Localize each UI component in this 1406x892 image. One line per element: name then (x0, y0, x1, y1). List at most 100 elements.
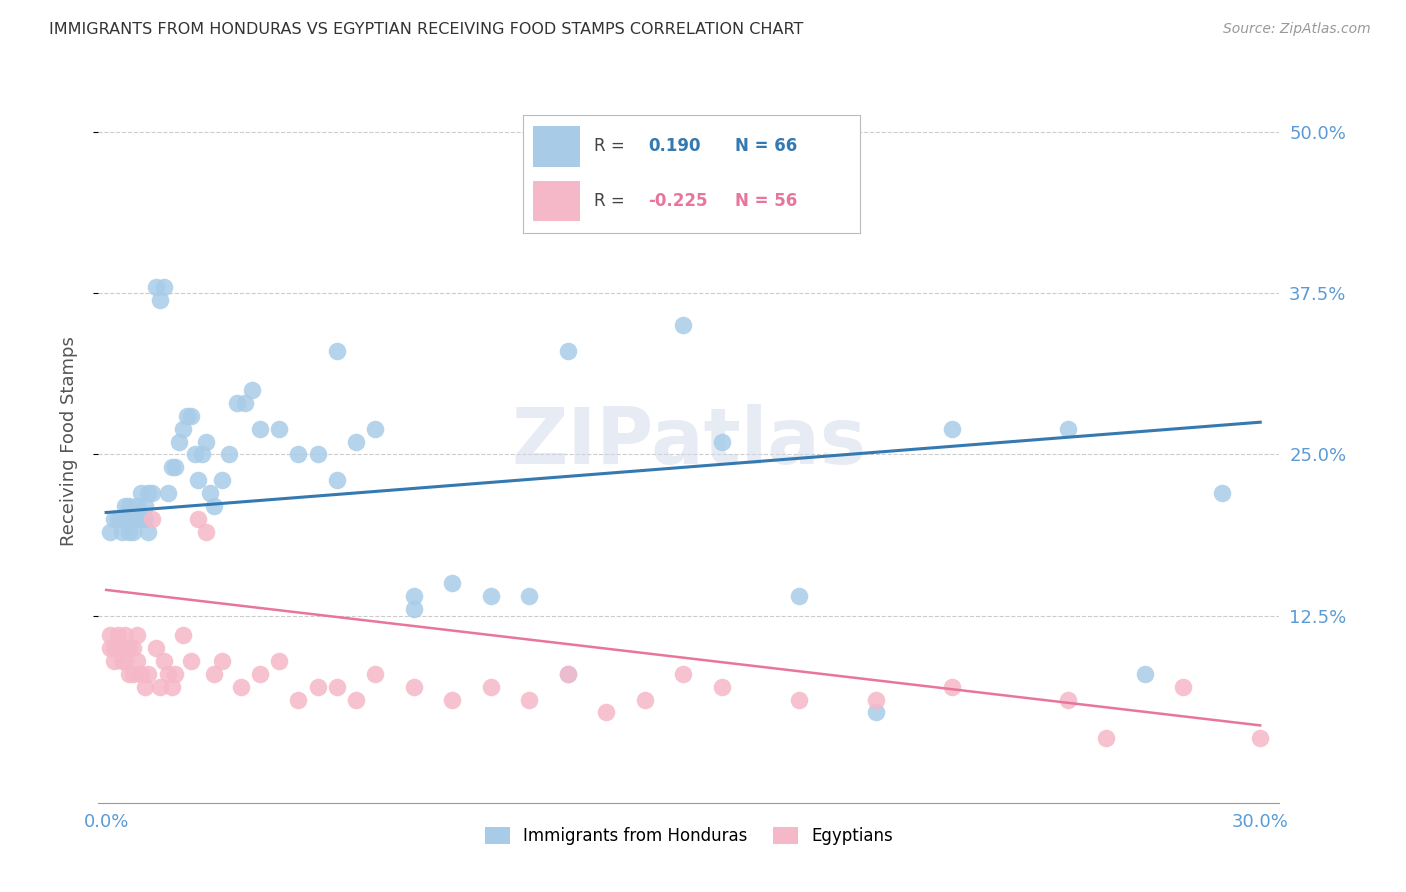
Point (710, 434, 733, 449)
Point (125, 512, 148, 526)
Point (160, 680, 183, 694)
Point (138, 666, 160, 681)
Text: 0.190: 0.190 (648, 137, 700, 155)
Point (141, 512, 163, 526)
Point (138, 486, 160, 500)
Point (344, 692, 367, 706)
Point (110, 640, 132, 655)
Point (517, 590, 540, 604)
Point (107, 512, 129, 526)
Point (114, 654, 136, 668)
Point (517, 692, 540, 706)
Point (156, 486, 179, 500)
Point (129, 486, 152, 500)
Point (402, 680, 425, 694)
Point (787, 692, 810, 706)
Point (122, 524, 145, 539)
Point (160, 460, 183, 475)
Point (941, 680, 963, 694)
Point (865, 706, 887, 720)
Point (218, 447, 240, 461)
Point (402, 590, 425, 604)
Point (153, 654, 176, 668)
Point (557, 666, 579, 681)
Text: R =: R = (593, 192, 624, 210)
Point (183, 447, 205, 461)
Point (402, 602, 425, 616)
Point (165, 666, 187, 681)
Text: -0.225: -0.225 (648, 192, 707, 210)
Point (153, 279, 176, 293)
Point (441, 576, 464, 591)
Point (1057, 422, 1080, 436)
Point (634, 215, 657, 229)
Point (226, 396, 249, 410)
Point (364, 422, 387, 436)
Point (269, 422, 291, 436)
Point (103, 654, 125, 668)
Point (145, 279, 167, 293)
Point (110, 654, 132, 668)
Y-axis label: Receiving Food Stamps: Receiving Food Stamps (59, 336, 77, 547)
Bar (533, 127, 581, 167)
Point (211, 473, 233, 487)
Point (198, 486, 221, 500)
Point (98, 628, 121, 642)
Point (202, 666, 225, 681)
Text: R =: R = (593, 137, 624, 155)
Point (125, 628, 148, 642)
Point (145, 640, 167, 655)
Point (122, 640, 145, 655)
Point (110, 512, 132, 526)
Legend: Immigrants from Honduras, Egyptians: Immigrants from Honduras, Egyptians (485, 827, 893, 845)
Point (129, 512, 152, 526)
Point (710, 680, 733, 694)
Point (557, 344, 579, 359)
Point (180, 409, 202, 423)
Point (118, 524, 141, 539)
Point (114, 499, 136, 513)
Point (326, 680, 349, 694)
Point (1057, 692, 1080, 706)
Text: Source: ZipAtlas.com: Source: ZipAtlas.com (1223, 22, 1371, 37)
Point (672, 666, 695, 681)
Point (141, 486, 163, 500)
Point (634, 692, 657, 706)
Point (122, 512, 145, 526)
Point (229, 680, 252, 694)
Point (1095, 731, 1118, 746)
Point (134, 512, 156, 526)
Point (129, 666, 152, 681)
Point (202, 499, 225, 513)
Point (180, 654, 202, 668)
Point (787, 590, 810, 604)
Point (865, 692, 887, 706)
Point (172, 628, 194, 642)
Point (110, 524, 132, 539)
Point (191, 447, 214, 461)
Point (103, 512, 125, 526)
Point (557, 666, 579, 681)
Point (134, 680, 156, 694)
Point (344, 434, 367, 449)
Point (176, 409, 198, 423)
Point (122, 666, 145, 681)
Point (269, 654, 291, 668)
Point (211, 654, 233, 668)
Point (103, 640, 125, 655)
Point (941, 422, 963, 436)
Point (118, 640, 141, 655)
Point (118, 666, 141, 681)
Point (167, 434, 190, 449)
Point (233, 396, 256, 410)
Point (479, 590, 502, 604)
Point (441, 692, 464, 706)
Point (98, 640, 121, 655)
Bar (533, 181, 581, 221)
Point (287, 692, 309, 706)
Point (114, 628, 136, 642)
Point (364, 666, 387, 681)
Point (1211, 486, 1233, 500)
Point (326, 473, 349, 487)
Point (249, 666, 271, 681)
